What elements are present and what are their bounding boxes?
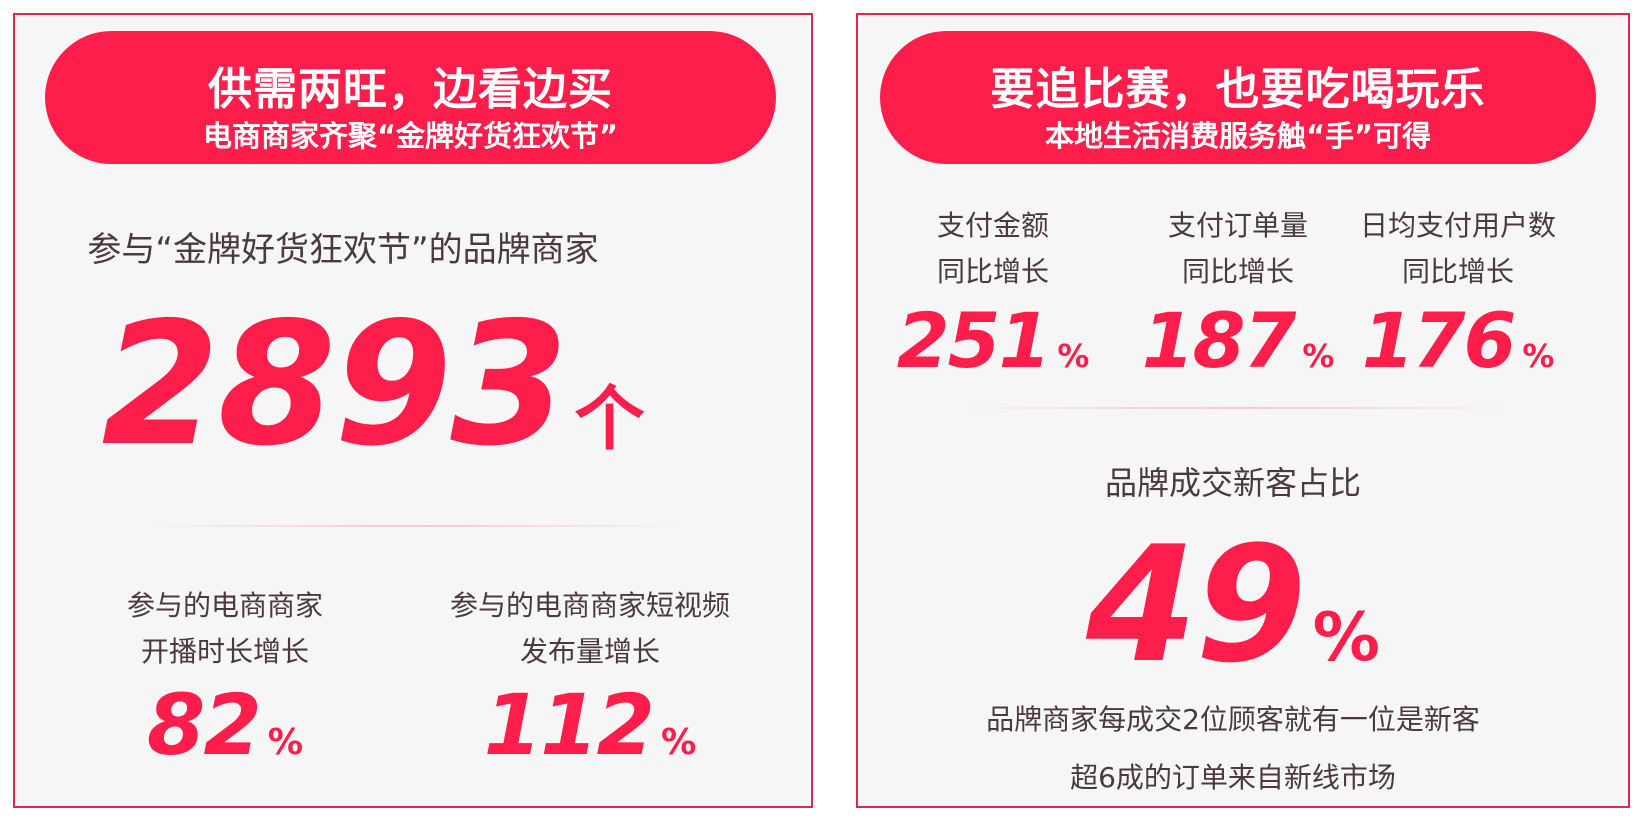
stat-value: 176 [1361, 296, 1517, 385]
stat-label: 同比增长 [936, 255, 1049, 288]
stat-order-volume: 支付订单量 同比增长 187% [1128, 203, 1348, 402]
stat-unit: % [661, 722, 697, 763]
stat-unit: % [1302, 337, 1335, 375]
stat-label: 支付订单量 [1167, 209, 1308, 242]
left-banner-title: 供需两旺，边看边买 [208, 64, 613, 115]
right-banner: 要追比赛，也要吃喝玩乐 本地生活消费服务触“手”可得 [880, 31, 1596, 164]
stat-daily-users: 日均支付用户数 同比增长 176% [1348, 203, 1568, 402]
stat-short-video: 参与的电商商家短视频 发布量增长 112% [415, 583, 765, 793]
unit: 个 [574, 378, 645, 460]
stat-label: 同比增长 [1181, 255, 1294, 288]
stat-label: 发布量增长 [519, 635, 660, 668]
note-new-customers: 品牌商家每成交2位顾客就有一位是新客 [986, 703, 1480, 736]
stat-value: 187 [1141, 296, 1297, 385]
stat-unit: % [1522, 337, 1555, 375]
stat-unit: % [267, 722, 304, 763]
unit: % [1312, 598, 1380, 676]
brand-merchants-label: 参与“金牌好货狂欢节”的品牌商家 [87, 230, 599, 270]
stat-label: 参与的电商商家 [126, 589, 323, 622]
new-customer-label: 品牌成交新客占比 [1104, 464, 1361, 502]
stat-unit: % [1057, 337, 1090, 375]
left-banner: 供需两旺，边看边买 电商商家齐聚“金牌好货狂欢节” [45, 31, 776, 164]
stat-payment-amount: 支付金额 同比增长 251% [888, 203, 1098, 402]
stat-label: 同比增长 [1401, 255, 1514, 288]
left-panel: 供需两旺，边看边买 电商商家齐聚“金牌好货狂欢节” 参与“金牌好货狂欢节”的品牌… [13, 13, 813, 808]
value: 2893 [101, 286, 568, 484]
stat-label: 支付金额 [936, 209, 1049, 242]
stat-label: 参与的电商商家短视频 [449, 589, 730, 622]
brand-merchants-value: 2893 个 [15, 285, 731, 519]
value: 49 [1086, 511, 1307, 698]
stat-label: 开播时长增长 [140, 635, 309, 668]
divider [135, 525, 695, 527]
divider [948, 407, 1528, 409]
left-banner-subtitle: 电商商家齐聚“金牌好货狂欢节” [202, 119, 619, 153]
right-banner-subtitle: 本地生活消费服务触“手”可得 [1044, 119, 1432, 153]
new-customer-value: 49% [858, 515, 1608, 727]
note-new-markets: 超6成的订单来自新线市场 [1070, 761, 1396, 794]
right-banner-title: 要追比赛，也要吃喝玩乐 [990, 64, 1486, 115]
stat-live-duration: 参与的电商商家 开播时长增长 82% [75, 583, 375, 793]
stat-value: 112 [483, 676, 655, 774]
stat-value: 82 [146, 676, 262, 774]
right-panel: 要追比赛，也要吃喝玩乐 本地生活消费服务触“手”可得 支付金额 同比增长 251… [856, 13, 1630, 808]
stat-value: 251 [896, 296, 1052, 385]
stat-label: 日均支付用户数 [1359, 209, 1556, 242]
